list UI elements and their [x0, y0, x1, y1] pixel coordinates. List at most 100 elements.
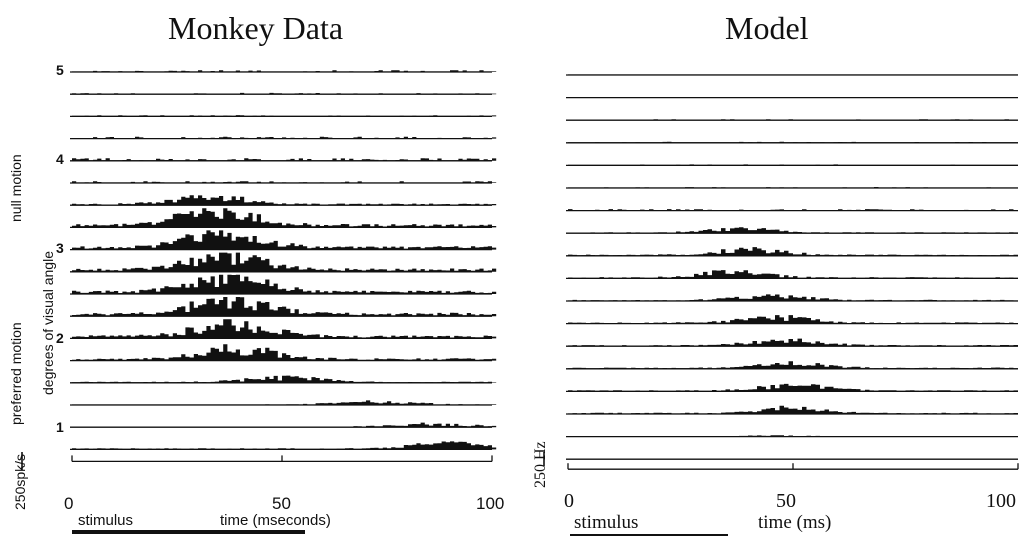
- histogram-bars: [568, 315, 1018, 324]
- stimulus-bar: [72, 530, 305, 534]
- histogram-bars: [72, 136, 497, 139]
- histogram-bars: [568, 361, 1018, 369]
- histogram-row: [566, 119, 1018, 121]
- row-label: 2: [56, 330, 64, 346]
- histogram-bars: [568, 405, 1018, 414]
- x-tick-label: 50: [776, 490, 796, 512]
- histogram-bars: [568, 74, 1018, 75]
- histogram-row: [566, 458, 1018, 460]
- histogram-row: [70, 92, 497, 95]
- histogram-bars: [72, 344, 497, 361]
- histogram-bars: [72, 208, 497, 228]
- histogram-bars: [568, 119, 1018, 121]
- row-label: 3: [56, 240, 64, 256]
- x-tick-label: 0: [64, 494, 74, 513]
- model-panel: Model 250 Hz 0 50 100 time (ms) stimulus: [520, 0, 1026, 540]
- histogram-bars: [72, 230, 497, 250]
- histogram-row: [566, 361, 1018, 370]
- histogram-row: [70, 344, 497, 362]
- histogram-row: [566, 209, 1018, 212]
- histogram-row: [566, 270, 1018, 280]
- histogram-row: [70, 230, 497, 251]
- row-label: 5: [56, 62, 64, 78]
- row-label: 1: [56, 419, 64, 435]
- histogram-row: [70, 181, 497, 184]
- chart-title: Monkey Data: [168, 10, 344, 46]
- histogram-row: [566, 96, 1018, 99]
- model-raster-plot: [543, 74, 1019, 536]
- preferred-motion-label: preferred motion: [8, 322, 24, 425]
- histogram-bars: [568, 435, 1018, 437]
- histogram-row: [70, 274, 497, 295]
- histogram-row: [566, 383, 1018, 393]
- x-tick-label: 100: [476, 494, 505, 513]
- histogram-bars: [72, 70, 497, 72]
- histogram-row: [70, 252, 497, 273]
- histogram-row: [566, 227, 1018, 234]
- histogram-bars: [568, 141, 1018, 143]
- x-axis-label: time (mseconds): [220, 512, 331, 529]
- histogram-row: [70, 297, 497, 317]
- row-label: 4: [56, 151, 64, 167]
- null-motion-label: null motion: [8, 154, 24, 222]
- histogram-row: [70, 319, 497, 340]
- x-tick-label: 0: [564, 490, 574, 512]
- histogram-row: [70, 441, 497, 451]
- histogram-row: [70, 208, 497, 229]
- histogram-row: [70, 422, 497, 428]
- histogram-row: [70, 195, 497, 206]
- histogram-row: [566, 187, 1018, 189]
- histogram-row: [566, 247, 1018, 257]
- histogram-row: [566, 164, 1018, 167]
- histogram-row: [566, 338, 1018, 347]
- scale-label: 250 Hz: [532, 441, 549, 488]
- histogram-bars: [72, 274, 497, 294]
- y-axis-label: degrees of visual angle: [40, 251, 56, 395]
- histogram-row: [70, 136, 497, 140]
- histogram-row: [70, 375, 497, 384]
- histogram-bars: [568, 187, 1018, 188]
- histogram-bars: [568, 458, 1018, 460]
- scale-label: 250spk/s: [12, 453, 28, 510]
- histogram-bars: [72, 181, 497, 183]
- histogram-bars: [72, 115, 497, 117]
- histogram-bars: [568, 294, 1018, 301]
- monkey-raster-plot: [21, 70, 497, 534]
- histogram-bars: [72, 319, 497, 339]
- x-axis-label: time (ms): [758, 512, 832, 533]
- histogram-bars: [72, 400, 497, 405]
- histogram-bars: [568, 97, 1018, 98]
- histogram-bars: [72, 195, 497, 206]
- histogram-bars: [568, 338, 1018, 347]
- histogram-bars: [568, 209, 1018, 211]
- x-tick-label: 100: [986, 490, 1016, 512]
- x-tick-label: 50: [272, 494, 291, 513]
- histogram-bars: [72, 441, 497, 450]
- histogram-bars: [72, 158, 497, 161]
- histogram-bars: [568, 227, 1018, 234]
- histogram-row: [566, 315, 1018, 325]
- histogram-row: [566, 141, 1018, 144]
- stimulus-label: stimulus: [78, 512, 134, 529]
- histogram-row: [566, 74, 1018, 76]
- histogram-bars: [568, 247, 1018, 256]
- histogram-row: [566, 294, 1018, 302]
- histogram-row: [70, 70, 497, 73]
- histogram-bars: [72, 252, 497, 272]
- histogram-row: [70, 115, 497, 118]
- histogram-bars: [72, 92, 497, 95]
- histogram-bars: [568, 270, 1018, 279]
- histogram-row: [70, 158, 497, 162]
- stimulus-label: stimulus: [574, 512, 639, 533]
- histogram-bars: [72, 422, 497, 428]
- histogram-row: [566, 405, 1018, 415]
- histogram-bars: [72, 297, 497, 317]
- histogram-bars: [568, 164, 1018, 166]
- chart-title: Model: [725, 10, 809, 46]
- histogram-bars: [568, 383, 1018, 392]
- monkey-panel: Monkey Data 5 4 3 2 1 null motion prefer…: [8, 10, 505, 534]
- histogram-row: [566, 435, 1018, 438]
- histogram-bars: [72, 375, 497, 383]
- stimulus-bar: [570, 534, 728, 536]
- histogram-row: [70, 400, 497, 406]
